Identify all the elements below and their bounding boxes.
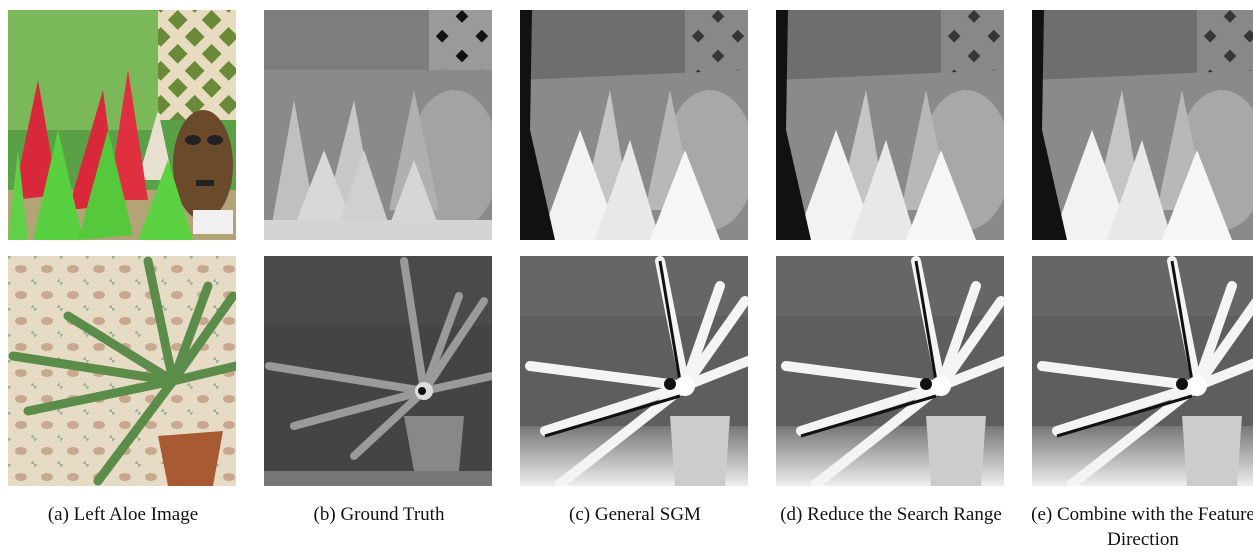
panel-image [520,256,748,486]
panel-image [264,10,492,240]
caption: (c) General SGM [510,502,760,527]
caption: (b) Ground Truth [254,502,504,527]
figure: {"panels": [ {"caption": "(a) Left Aloe … [0,0,1253,552]
panel-image [520,10,748,240]
panel-image [776,256,1004,486]
caption: (a) Left Aloe Image [0,502,248,527]
panel-image [1032,256,1253,486]
caption: (e) Combine with the Feature Direction [1032,502,1253,552]
panel-image [776,10,1004,240]
caption: (d) Reduce the Search Range [766,502,1016,527]
panel-image [8,10,236,240]
panel-image [264,256,492,486]
panel-image [8,256,236,486]
panel-image [1032,10,1253,240]
panel: (e) Combine with the Feature Direction [1032,0,1253,552]
